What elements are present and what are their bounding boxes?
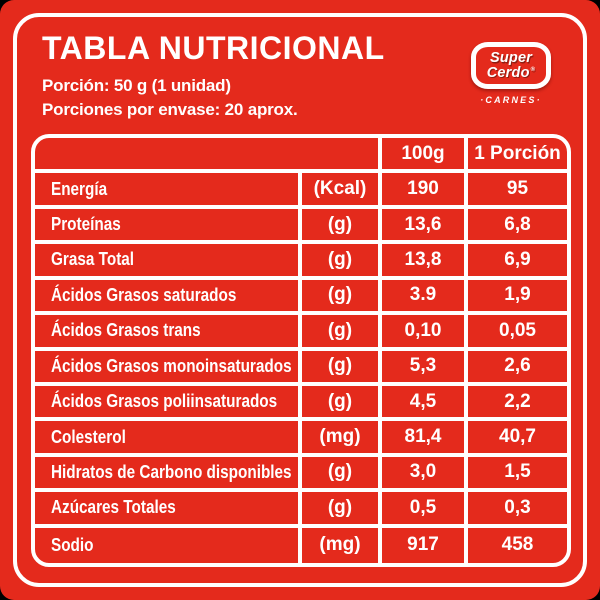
nutrient-unit: (g) [302, 279, 382, 316]
nutrient-name: Ácidos Grasos trans [35, 315, 302, 351]
nutrient-name: Ácidos Grasos monoinsaturados [35, 350, 302, 386]
value-per-portion: 6,8 [468, 209, 567, 245]
nutrient-unit: (Kcal) [302, 173, 382, 209]
value-per-portion: 2,2 [468, 386, 567, 422]
value-per-100g: 13,6 [382, 208, 468, 245]
value-per-portion: 0,05 [468, 315, 567, 351]
nutrient-name: Colesterol [35, 421, 302, 457]
nutrient-unit: (mg) [302, 527, 382, 563]
value-per-100g: 3.9 [382, 279, 468, 316]
nutrient-name: Azúcares Totales [35, 492, 302, 528]
value-per-100g: 5,3 [382, 350, 468, 386]
nutrient-name: Ácidos Grasos saturados [35, 279, 302, 316]
nutrient-name: Sodio [35, 527, 302, 563]
nutrient-name-text: Sodio [51, 534, 94, 555]
portion-info: Porción: 50 g (1 unidad) [42, 76, 231, 95]
value-per-portion: 1,9 [468, 280, 567, 316]
value-per-100g: 0,10 [382, 315, 468, 351]
nutrient-name-text: Ácidos Grasos saturados [51, 284, 237, 305]
registered-mark: ® [530, 67, 536, 74]
value-per-100g: 81,4 [382, 421, 468, 457]
column-header-100g: 100g [382, 138, 468, 174]
value-per-portion: 40,7 [468, 421, 567, 457]
brand-name-line1: Super [489, 49, 533, 66]
nutrient-name-text: Ácidos Grasos trans [51, 320, 201, 341]
nutrient-name-text: Azúcares Totales [51, 497, 176, 518]
value-per-100g: 190 [382, 173, 468, 209]
nutrient-name-text: Colesterol [51, 426, 126, 447]
nutrient-name: Proteínas [35, 208, 302, 245]
value-per-portion: 1,5 [468, 457, 567, 493]
value-per-portion: 95 [468, 173, 567, 209]
nutrient-unit: (mg) [302, 421, 382, 457]
value-per-100g: 3,0 [382, 456, 468, 493]
value-per-100g: 917 [382, 527, 468, 563]
nutrient-unit: (g) [302, 492, 382, 528]
nutrient-name-text: Proteínas [51, 214, 121, 235]
nutrient-unit: (g) [302, 385, 382, 422]
servings-info: Porciones por envase: 20 aprox. [42, 100, 298, 119]
brand-logo: Super Cerdo® ·CARNES· [471, 42, 551, 105]
value-per-100g: 4,5 [382, 385, 468, 422]
brand-name-text: Cerdo [486, 64, 530, 81]
nutrient-name-text: Ácidos Grasos poliinsaturados [51, 391, 278, 412]
value-per-portion: 2,6 [468, 351, 567, 386]
super-cerdo-badge: Super Cerdo® [471, 42, 551, 89]
page-title: TABLA NUTRICIONAL [42, 30, 385, 66]
value-per-portion: 0,3 [468, 492, 567, 528]
table-corner-cell [35, 138, 382, 174]
brand-name-line2: Cerdo® [486, 64, 536, 81]
nutrient-name-text: Hidratos de Carbono disponibles [51, 461, 292, 482]
nutrient-unit: (g) [302, 456, 382, 493]
nutrient-name: Hidratos de Carbono disponibles [35, 456, 302, 493]
value-per-portion: 6,9 [468, 244, 567, 280]
nutrient-name: Energía [35, 173, 302, 209]
column-header-portion: 1 Porción [468, 138, 567, 174]
value-per-100g: 13,8 [382, 244, 468, 280]
nutrient-unit: (g) [302, 244, 382, 280]
nutrition-table: 100g 1 Porción Energía (Kcal) 190 95 Pro… [31, 134, 571, 567]
nutrient-name-text: Energía [51, 178, 108, 199]
nutrient-name: Ácidos Grasos poliinsaturados [35, 385, 302, 422]
brand-subtitle: ·CARNES· [480, 95, 542, 105]
value-per-portion: 458 [501, 534, 534, 556]
nutrient-unit: (g) [302, 315, 382, 351]
nutrient-name: Grasa Total [35, 244, 302, 280]
nutrient-unit: (g) [302, 350, 382, 386]
nutrient-name-text: Grasa Total [51, 249, 135, 270]
value-per-100g: 0,5 [382, 492, 468, 528]
nutrient-unit: (g) [302, 208, 382, 245]
nutrient-name-text: Ácidos Grasos monoinsaturados [51, 355, 292, 376]
label-header: TABLA NUTRICIONAL Porción: 50 g (1 unida… [42, 30, 385, 120]
